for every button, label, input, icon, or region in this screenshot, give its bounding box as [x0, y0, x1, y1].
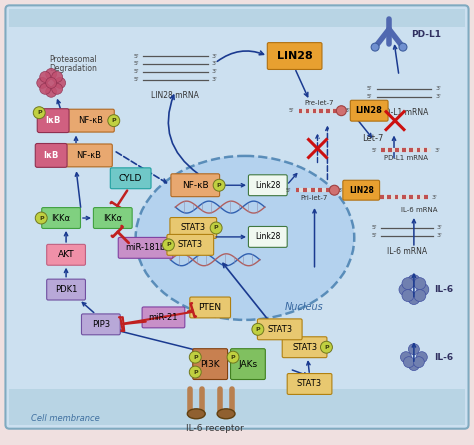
Text: 5': 5' [371, 234, 377, 239]
Text: 5': 5' [367, 94, 373, 99]
Circle shape [252, 324, 264, 335]
Text: IKKα: IKKα [52, 214, 71, 222]
Text: JAKs: JAKs [238, 360, 257, 368]
Circle shape [55, 77, 65, 89]
Text: NF-κB: NF-κB [182, 181, 209, 190]
Circle shape [210, 222, 222, 234]
Text: P: P [255, 327, 260, 332]
Text: STAT3: STAT3 [292, 343, 317, 352]
Circle shape [403, 356, 414, 368]
Text: IL-6 mRNA: IL-6 mRNA [387, 247, 427, 256]
Text: 5': 5' [371, 226, 377, 231]
Text: 3': 3' [212, 53, 218, 59]
Text: Cell membrance: Cell membrance [31, 414, 100, 423]
Text: IL-6 receptor: IL-6 receptor [186, 424, 244, 433]
FancyBboxPatch shape [248, 175, 287, 196]
Text: IL-6: IL-6 [434, 352, 453, 362]
Text: Pre-let-7: Pre-let-7 [305, 100, 334, 106]
Text: PI3K: PI3K [201, 360, 220, 368]
Text: miR-181b: miR-181b [126, 243, 166, 252]
Circle shape [227, 351, 239, 363]
FancyBboxPatch shape [170, 218, 217, 239]
Circle shape [371, 43, 379, 51]
Text: P: P [166, 243, 171, 247]
Text: Let-7: Let-7 [356, 181, 378, 190]
Text: PDK1: PDK1 [55, 285, 77, 294]
Text: PD-L1 mRNA: PD-L1 mRNA [384, 155, 428, 162]
Ellipse shape [136, 156, 354, 320]
Text: 5': 5' [133, 77, 139, 82]
Circle shape [401, 352, 411, 363]
Text: 3': 3' [432, 194, 438, 200]
Text: Degradation: Degradation [49, 65, 97, 73]
Text: PD-L1: PD-L1 [411, 30, 441, 39]
FancyBboxPatch shape [142, 307, 185, 328]
Text: STAT3: STAT3 [297, 380, 322, 388]
Circle shape [320, 341, 332, 353]
Text: IκB: IκB [46, 116, 61, 125]
Text: Let-7: Let-7 [363, 134, 384, 143]
Text: IL-6: IL-6 [434, 285, 453, 294]
Text: 3': 3' [212, 69, 218, 74]
FancyBboxPatch shape [350, 100, 388, 121]
Text: Nucleus: Nucleus [285, 303, 324, 312]
Text: P: P [214, 226, 219, 231]
Text: 3': 3' [344, 108, 350, 113]
FancyBboxPatch shape [47, 279, 85, 300]
Text: P: P [324, 345, 329, 350]
FancyBboxPatch shape [37, 109, 69, 133]
FancyBboxPatch shape [282, 337, 327, 358]
Text: 3': 3' [435, 94, 441, 99]
Circle shape [399, 43, 407, 51]
FancyBboxPatch shape [230, 349, 265, 380]
Text: 5': 5' [370, 194, 376, 200]
Circle shape [337, 106, 346, 116]
Text: AKT: AKT [58, 250, 74, 259]
Text: IκB: IκB [44, 151, 59, 160]
FancyBboxPatch shape [248, 227, 287, 247]
Circle shape [40, 72, 51, 82]
Circle shape [46, 77, 56, 89]
Circle shape [108, 115, 120, 126]
Text: IKKα: IKKα [103, 214, 122, 222]
Circle shape [417, 283, 429, 295]
Circle shape [414, 290, 426, 302]
Circle shape [33, 107, 45, 119]
Text: STAT3: STAT3 [267, 325, 292, 334]
Text: STAT3: STAT3 [181, 223, 206, 232]
FancyBboxPatch shape [190, 297, 230, 318]
Circle shape [163, 239, 174, 251]
FancyBboxPatch shape [68, 109, 114, 132]
Text: Pri-let-7: Pri-let-7 [301, 195, 328, 201]
FancyBboxPatch shape [93, 208, 132, 228]
Text: 5': 5' [289, 108, 295, 113]
Circle shape [213, 179, 225, 191]
Text: Proteasomal: Proteasomal [49, 55, 97, 64]
Text: 3': 3' [435, 148, 441, 153]
FancyBboxPatch shape [193, 349, 228, 380]
Text: 5': 5' [371, 148, 377, 153]
Text: 3': 3' [212, 77, 218, 82]
Circle shape [409, 360, 419, 371]
Circle shape [402, 278, 414, 290]
Text: miR-21: miR-21 [149, 313, 178, 322]
Text: Link28: Link28 [255, 181, 281, 190]
Text: P: P [217, 183, 221, 188]
Text: LIN28 mRNA: LIN28 mRNA [152, 91, 200, 100]
FancyBboxPatch shape [257, 319, 302, 340]
Text: PD-L1 mRNA: PD-L1 mRNA [380, 108, 428, 117]
Text: 3': 3' [435, 86, 441, 91]
Text: STAT3: STAT3 [178, 240, 203, 249]
Text: PTEN: PTEN [199, 303, 222, 312]
Text: 5': 5' [367, 86, 373, 91]
Text: P: P [193, 355, 198, 360]
Text: 3': 3' [212, 61, 218, 66]
Circle shape [40, 83, 51, 94]
Circle shape [46, 86, 56, 97]
Circle shape [37, 77, 48, 89]
Text: P: P [231, 355, 235, 360]
Text: 5': 5' [133, 61, 139, 66]
Circle shape [52, 83, 63, 94]
Circle shape [46, 69, 56, 79]
